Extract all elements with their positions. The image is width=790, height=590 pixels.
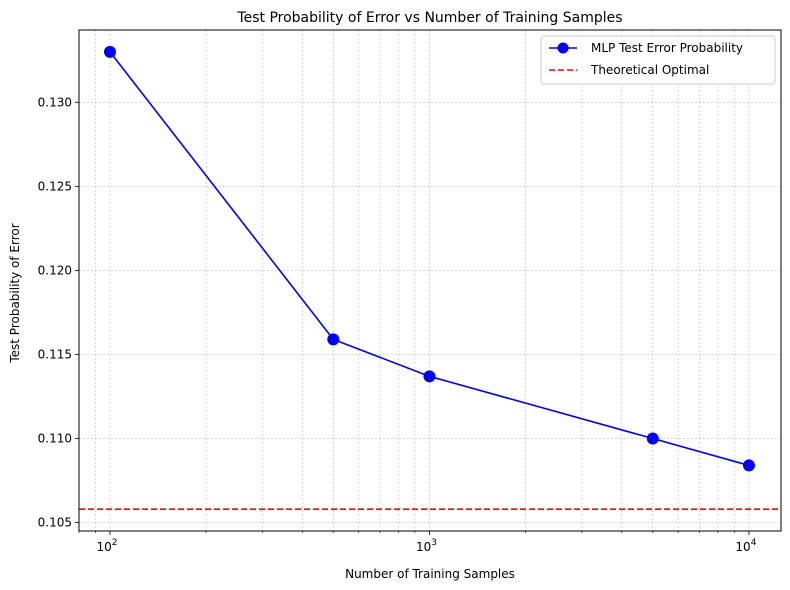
y-tick-label: 0.105 bbox=[38, 516, 72, 530]
legend-mlp-label: MLP Test Error Probability bbox=[591, 41, 743, 55]
legend-optimal-label: Theoretical Optimal bbox=[590, 63, 709, 77]
y-tick-label: 0.115 bbox=[38, 347, 72, 361]
y-tick-label: 0.120 bbox=[38, 263, 72, 277]
series-layer bbox=[103, 45, 755, 472]
mlp-error-point bbox=[423, 370, 436, 383]
mlp-error-point bbox=[327, 333, 340, 346]
x-tick-label: 102 bbox=[96, 538, 117, 554]
y-axis-label: Test Probability of Error bbox=[8, 223, 22, 363]
x-tick-label: 104 bbox=[735, 538, 756, 554]
mlp-error-point bbox=[103, 45, 116, 58]
x-tick-label: 103 bbox=[416, 538, 437, 554]
legend-box bbox=[540, 35, 776, 85]
grid bbox=[78, 30, 781, 531]
ticks: 102 103 104 0.105 0.110 0.115 0.120 0.125 0.130 bbox=[38, 95, 757, 554]
legend-mlp-swatch-marker bbox=[557, 42, 569, 54]
y-tick-label: 0.125 bbox=[38, 179, 72, 193]
mlp-error-point bbox=[742, 459, 755, 472]
y-tick-label: 0.130 bbox=[38, 95, 72, 109]
x-axis-label: Number of Training Samples bbox=[345, 567, 515, 581]
chart-title: Test Probability of Error vs Number of T… bbox=[236, 10, 622, 26]
y-tick-label: 0.110 bbox=[38, 432, 72, 446]
plot-frame bbox=[78, 29, 782, 532]
mlp-error-point bbox=[646, 432, 659, 445]
legend: MLP Test Error Probability Theoretical Op… bbox=[540, 35, 776, 85]
